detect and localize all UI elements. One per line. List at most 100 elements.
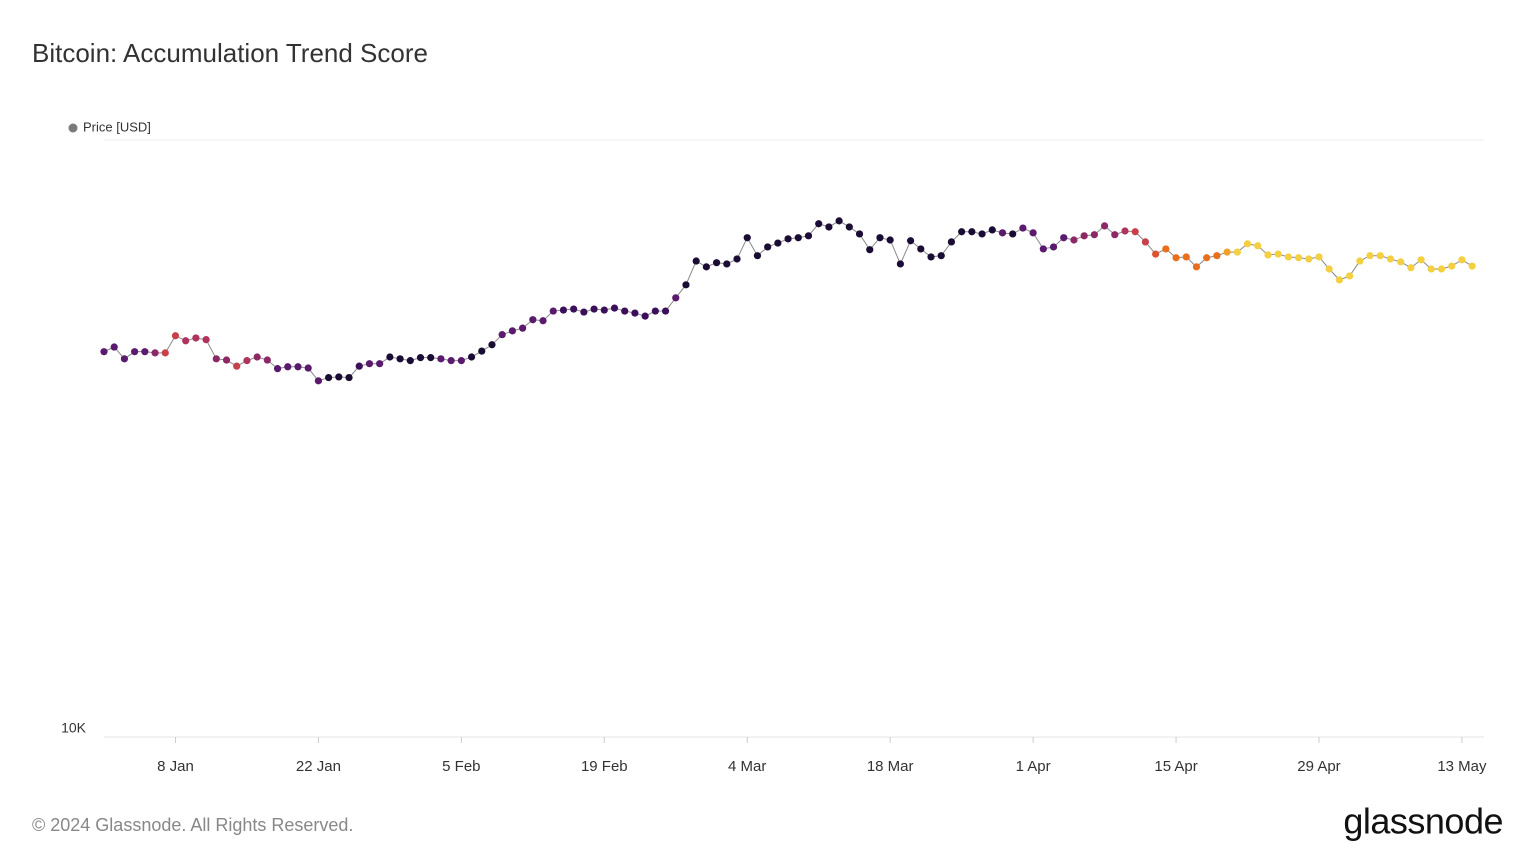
price-point xyxy=(682,281,690,289)
price-point xyxy=(222,356,231,364)
price-point xyxy=(590,305,598,313)
footer: © 2024 Glassnode. All Rights Reserved. xyxy=(32,815,353,835)
price-point xyxy=(365,360,374,368)
price-point xyxy=(692,257,700,265)
x-tick-label: 22 Jan xyxy=(296,758,341,775)
price-point xyxy=(314,377,323,385)
price-point xyxy=(1070,236,1078,244)
price-point xyxy=(774,239,782,247)
price-point xyxy=(702,263,710,271)
price-point xyxy=(661,307,670,315)
price-point xyxy=(866,246,874,254)
price-point xyxy=(1468,262,1476,270)
price-point xyxy=(233,362,241,370)
price-point xyxy=(1325,265,1333,273)
price-point xyxy=(1243,240,1252,248)
price-point xyxy=(1376,252,1384,260)
price-point xyxy=(1407,264,1415,272)
price-point xyxy=(182,337,190,345)
price-point xyxy=(927,253,935,261)
price-point xyxy=(570,305,578,313)
x-tick-label: 15 Apr xyxy=(1154,758,1197,775)
price-point xyxy=(131,348,139,356)
price-point xyxy=(1427,265,1435,273)
price-point xyxy=(1121,227,1129,235)
price-point xyxy=(396,355,404,363)
price-point xyxy=(672,294,680,302)
price-point xyxy=(335,373,343,381)
price-point xyxy=(1254,242,1262,250)
price-point xyxy=(1009,230,1017,238)
price-point xyxy=(519,324,527,332)
price-point xyxy=(467,353,476,361)
price-point xyxy=(1182,253,1190,261)
price-point xyxy=(1437,265,1446,273)
price-point xyxy=(345,373,353,382)
price-point xyxy=(161,349,169,357)
price-point xyxy=(447,357,455,365)
price-point xyxy=(713,259,721,267)
price-point xyxy=(488,341,496,349)
price-point xyxy=(1233,248,1241,256)
price-point xyxy=(794,234,802,242)
price-point xyxy=(294,363,302,371)
price-point xyxy=(723,260,731,268)
price-point xyxy=(1162,245,1170,253)
price-point xyxy=(273,365,282,373)
price-point xyxy=(1060,234,1068,242)
price-point xyxy=(406,357,414,365)
price-point xyxy=(968,228,976,236)
price-point xyxy=(1274,250,1282,258)
price-point xyxy=(202,336,210,344)
price-point xyxy=(998,229,1007,237)
price-point xyxy=(764,243,772,251)
price-point xyxy=(896,260,904,268)
price-point xyxy=(355,362,363,370)
y-tick-label: 10K xyxy=(61,720,87,736)
price-point xyxy=(610,304,619,312)
price-point xyxy=(263,356,271,364)
x-tick-label: 4 Mar xyxy=(728,758,766,775)
price-point xyxy=(825,223,833,231)
x-tick-label: 13 May xyxy=(1437,758,1487,775)
price-point xyxy=(1223,248,1231,256)
price-point xyxy=(784,235,792,243)
x-tick-label: 29 Apr xyxy=(1297,758,1340,775)
price-point xyxy=(1417,256,1425,264)
chart-title: Bitcoin: Accumulation Trend Score xyxy=(32,38,428,68)
price-point xyxy=(835,217,843,225)
price-point xyxy=(1090,231,1098,239)
price-point xyxy=(1172,254,1180,262)
price-point xyxy=(743,234,751,242)
price-point xyxy=(937,252,945,260)
price-point xyxy=(1386,255,1395,263)
price-point xyxy=(478,347,486,355)
price-point xyxy=(243,357,251,365)
price-point xyxy=(376,360,384,368)
x-tick-label: 1 Apr xyxy=(1016,758,1051,775)
price-point xyxy=(549,307,557,315)
price-point xyxy=(1192,263,1201,271)
price-point xyxy=(416,354,425,362)
price-point xyxy=(1141,238,1150,246)
price-point xyxy=(151,349,159,357)
x-tick-label: 18 Mar xyxy=(867,758,914,775)
price-point xyxy=(457,357,465,365)
price-point xyxy=(753,252,762,260)
price-point xyxy=(641,312,649,320)
price-point xyxy=(1213,252,1221,260)
price-point xyxy=(100,348,108,356)
price-point xyxy=(917,245,925,253)
price-line xyxy=(103,220,1473,382)
price-point xyxy=(427,354,435,362)
price-point xyxy=(1315,253,1323,261)
price-point xyxy=(958,228,966,236)
price-point xyxy=(120,355,129,363)
price-point xyxy=(1203,254,1211,262)
price-point xyxy=(845,223,853,231)
price-point xyxy=(110,343,118,351)
legend-marker xyxy=(68,123,78,133)
price-point xyxy=(651,307,659,315)
price-point xyxy=(988,226,996,234)
price-point xyxy=(171,332,180,340)
